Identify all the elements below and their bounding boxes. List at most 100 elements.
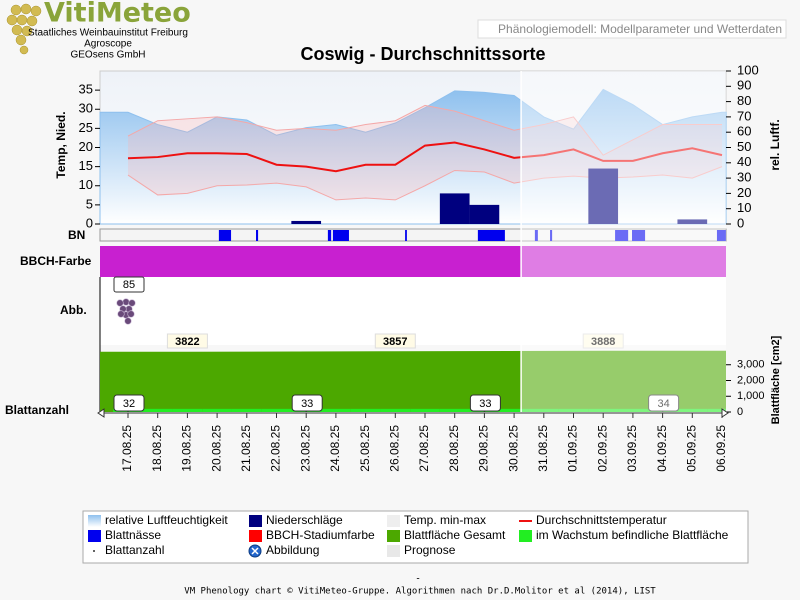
- grape-icon: [127, 310, 135, 318]
- x-tick-label: 03.09.25: [625, 425, 639, 472]
- y2-axis-label: rel. Luftf.: [768, 119, 782, 170]
- x-tick-label: 21.08.25: [239, 425, 253, 472]
- temp-range-band: [128, 105, 722, 200]
- tab: [477, 19, 787, 39]
- abb-stage: 85: [123, 279, 135, 291]
- leaf-area-label-box: [582, 333, 624, 349]
- growing-leaf-area: [231, 408, 262, 412]
- x-tick-label: 06.09.25: [714, 425, 728, 472]
- legend-swatch: [387, 545, 400, 557]
- logo: VitiMeteo: [44, 0, 191, 29]
- growing-leaf-area: [410, 408, 440, 412]
- y-axis-label: Temp, Nied.: [54, 111, 68, 178]
- growing-leaf-area: [618, 408, 648, 412]
- growing-leaf-area: [439, 408, 470, 412]
- bbch-strip: [100, 246, 726, 277]
- y2-tick-label: 30: [737, 170, 751, 185]
- legend-label: Prognose: [404, 543, 456, 557]
- x-tick-label: 29.08.25: [477, 425, 491, 472]
- legend-swatch: [387, 530, 400, 542]
- legend-label: im Wachstum befindliche Blattfläche: [536, 528, 729, 542]
- leaf-wetness: [327, 230, 332, 241]
- grape-icon: [124, 317, 132, 325]
- leaf-wetness: [716, 230, 726, 241]
- y2-tick-label: 80: [737, 93, 751, 108]
- logo-line: Staatliches Weinbauinstitut Freiburg: [28, 28, 188, 39]
- x-tick-label: 30.08.25: [506, 425, 520, 472]
- precip-bar: [588, 168, 619, 224]
- leaf-wetness: [332, 230, 349, 241]
- leaf-wetness: [477, 230, 505, 241]
- legend-label: Abbildung: [266, 543, 319, 557]
- legend-label: Blattnässe: [105, 528, 161, 542]
- legend-label: Blattanzahl: [105, 543, 164, 557]
- legend-swatch-cross: [251, 547, 259, 555]
- footer-mark: -: [416, 574, 419, 585]
- y2-tick-label: 90: [737, 78, 751, 93]
- leaf-wetness: [550, 230, 553, 241]
- growing-leaf-area: [261, 408, 292, 412]
- logo-line: Agroscope: [84, 39, 132, 50]
- x-tick-label: 01.09.25: [566, 425, 580, 472]
- y-tick-label: 10: [79, 177, 93, 192]
- logo-icon: [6, 3, 42, 55]
- y2-tick-label: 20: [737, 185, 751, 200]
- x-tick-label: 20.08.25: [209, 425, 223, 472]
- x-tick-label: 23.08.25: [298, 425, 312, 472]
- footer: VM Phenology chart © VitiMeteo-Gruppe. A…: [184, 587, 656, 597]
- leaf-count-value: 33: [479, 398, 491, 410]
- x-tick-label: 04.09.25: [655, 425, 669, 472]
- leaf-area-tick-label: 2,000: [737, 374, 765, 386]
- legend-swatch: [249, 530, 262, 542]
- x-tick-label: 31.08.25: [536, 425, 550, 472]
- growing-leaf-area: [202, 408, 232, 412]
- x-tick-label: 19.08.25: [180, 425, 194, 472]
- growing-leaf-area: [172, 408, 203, 412]
- x-tick-label: 18.08.25: [150, 425, 164, 472]
- precip-bar: [677, 219, 708, 224]
- leaf-area-tick-label: 1,000: [737, 390, 765, 402]
- leaf-wetness: [615, 230, 629, 241]
- legend-swatch: [88, 515, 101, 527]
- growing-leaf-area: [588, 408, 619, 412]
- y2-tick-label: 40: [737, 154, 751, 169]
- x-tick-label: 27.08.25: [417, 425, 431, 472]
- legend-swatch: [387, 515, 400, 527]
- growing-leaf-area: [380, 408, 411, 412]
- precip-bar: [469, 204, 500, 224]
- leaf-area-label: Blattfläche [cm2]: [770, 335, 782, 424]
- y2-tick-label: 70: [737, 108, 751, 123]
- grape-icon: [116, 299, 124, 307]
- x-tick-label: 25.08.25: [358, 425, 372, 472]
- legend-swatch: [249, 515, 262, 527]
- leaf-count-box: [469, 394, 501, 412]
- y-tick-label: 5: [86, 196, 93, 211]
- legend-swatch: [519, 530, 532, 542]
- leaf-wetness: [405, 230, 407, 241]
- growing-leaf-area: [558, 408, 589, 412]
- growing-leaf-area: [350, 408, 381, 412]
- grape-icon: [128, 299, 136, 307]
- legend: [82, 510, 749, 564]
- x-tick-label: 22.08.25: [269, 425, 283, 472]
- growing-leaf-area: [707, 408, 726, 412]
- precip-bar: [291, 220, 322, 224]
- leaf-area-value: 3888: [591, 336, 615, 348]
- y-tick-label: 20: [79, 139, 93, 154]
- x-tick-label: 24.08.25: [328, 425, 342, 472]
- leaf-area-tick-label: 3,000: [737, 359, 765, 371]
- x-tick-label: 02.09.25: [595, 425, 609, 472]
- logo-line: GEOsens GmbH: [70, 50, 145, 61]
- leaf-area-tick-label: 0: [737, 406, 743, 418]
- legend-swatch: [88, 530, 101, 542]
- y-tick-label: 30: [79, 101, 93, 116]
- x-tick-label: 17.08.25: [120, 425, 134, 472]
- precip-bar: [439, 193, 470, 224]
- growing-leaf-area: [142, 408, 173, 412]
- tab-label: Phänologiemodell: Modellparameter und We…: [498, 22, 782, 36]
- mean-temp-line: [127, 141, 723, 173]
- leaf-area-label-box: [166, 333, 208, 349]
- bbch-label: BBCH-Farbe: [20, 254, 92, 268]
- legend-swatch: [93, 550, 95, 552]
